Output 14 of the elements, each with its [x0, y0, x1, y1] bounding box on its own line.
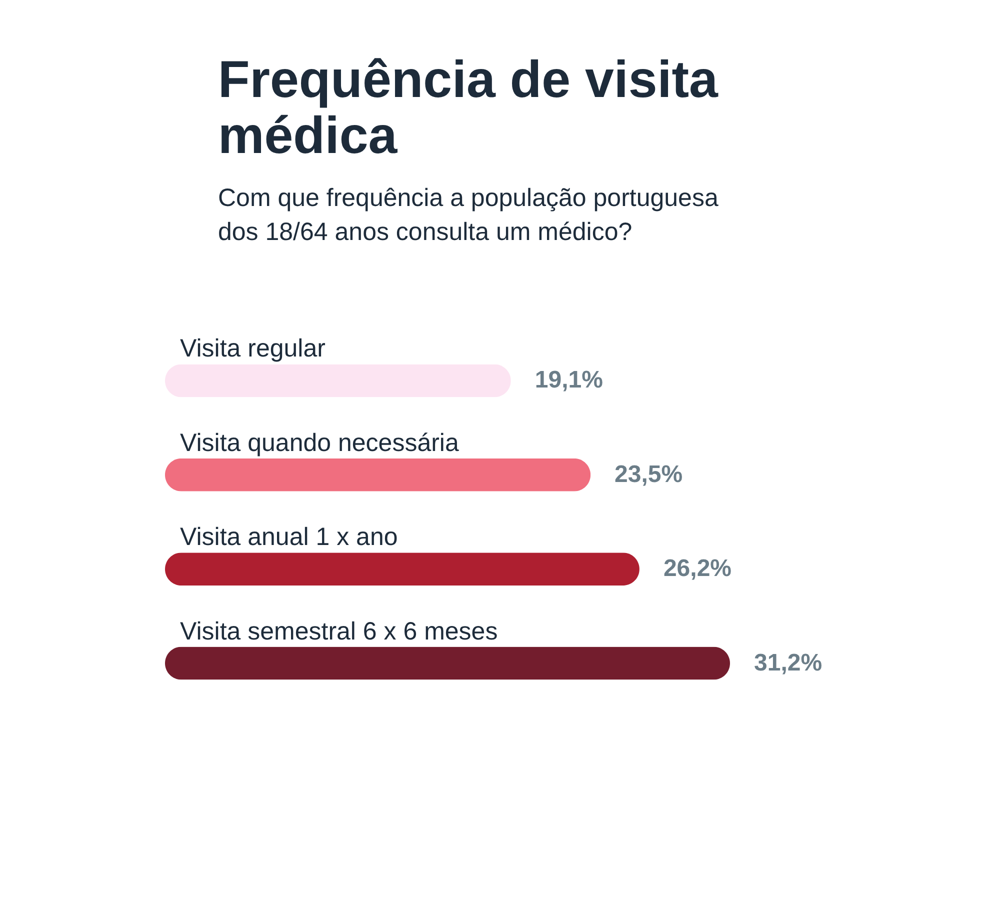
bar: [165, 364, 511, 398]
bar: [165, 646, 730, 680]
bar: [165, 552, 640, 586]
y-tick-label: Visita semestral 6 x 6 meses: [180, 617, 498, 646]
data-label: 31,2%: [754, 649, 822, 676]
y-tick-label: Visita anual 1 x ano: [180, 523, 398, 552]
data-label: 26,2%: [663, 555, 732, 582]
bar: [165, 458, 591, 492]
y-tick-label: Visita quando necessária: [180, 428, 459, 457]
data-label: 23,5%: [614, 460, 683, 488]
chart-subtitle: Com que frequência a população portuguesa dos 18/64 anos consulta um médico?: [218, 184, 718, 246]
y-tick-label: Visita regular: [180, 334, 326, 363]
data-label: 19,1%: [534, 366, 603, 394]
chart-title: Frequência de visita médica: [218, 51, 720, 165]
